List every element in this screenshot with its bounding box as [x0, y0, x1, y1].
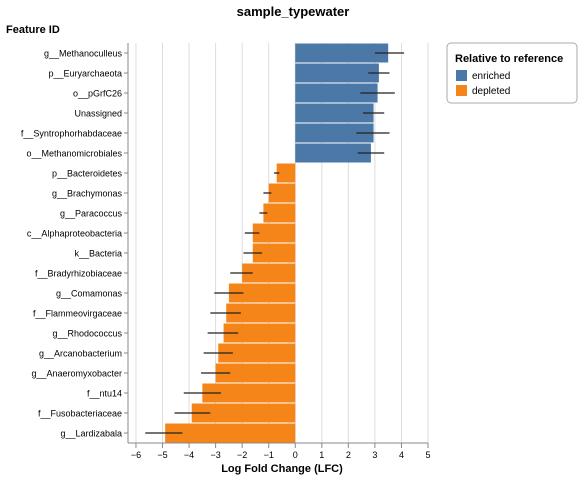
bar	[295, 123, 374, 143]
bar	[295, 63, 379, 83]
x-axis-title: Log Fold Change (LFC)	[221, 463, 343, 475]
x-tick-label: −6	[131, 450, 141, 460]
bar	[226, 303, 296, 323]
category-label: k__Bacteria	[74, 249, 122, 259]
bar	[191, 403, 296, 423]
category-label: p__Euryarchaeota	[48, 69, 122, 79]
legend: Relative to reference enriched depleted	[446, 42, 578, 104]
category-label: o__Methanomicrobiales	[26, 149, 122, 159]
bar	[165, 423, 296, 443]
legend-frame	[446, 42, 578, 104]
legend-title: Relative to reference	[455, 53, 563, 65]
category-label: p__Bacteroidetes	[52, 169, 123, 179]
category-label: g__Anaeromyxobacter	[31, 369, 122, 379]
category-label: g__Brachymonas	[52, 189, 123, 199]
axes: g__Methanoculleus p__Euryarchaeota o__pGrf…	[21, 43, 431, 460]
x-tick-label: 5	[425, 450, 430, 460]
bar	[223, 323, 296, 343]
error-bars	[145, 52, 405, 434]
category-label: o__pGrfC26	[73, 89, 122, 99]
bar	[202, 383, 296, 403]
x-tick-label: 0	[293, 450, 298, 460]
category-label: f__Bradyrhizobiaceae	[35, 269, 122, 279]
x-tick-label: 3	[372, 450, 377, 460]
bar	[215, 363, 296, 383]
category-label: g__Comamonas	[56, 289, 123, 299]
legend-label: depleted	[472, 86, 510, 97]
category-label: f__Flammeovirgaceae	[33, 309, 122, 319]
grid-lines	[135, 43, 429, 443]
x-tick-label: −5	[157, 450, 167, 460]
x-tick-label: −2	[237, 450, 247, 460]
category-label: g__Rhodococcus	[52, 329, 122, 339]
bar	[242, 263, 296, 283]
category-label: g__Methanoculleus	[44, 49, 123, 59]
category-label: g__Arcanobacterium	[39, 349, 122, 359]
category-label: f__Fusobacteriaceae	[38, 409, 122, 419]
chart-title: sample_typewater	[237, 4, 350, 19]
bar	[252, 243, 296, 263]
bar	[228, 283, 296, 303]
category-label: f__Syntrophorhabdaceae	[21, 129, 122, 139]
x-tick-label: 4	[399, 450, 404, 460]
legend-swatch	[456, 70, 467, 81]
x-tick-label: −3	[210, 450, 220, 460]
bar	[218, 343, 296, 363]
category-label: g__Lardizabala	[60, 429, 122, 439]
x-tick-label: −4	[184, 450, 194, 460]
bar	[252, 223, 296, 243]
bar	[295, 83, 378, 103]
bar	[295, 143, 371, 163]
bar	[295, 103, 374, 123]
category-label: g__Paracoccus	[60, 209, 123, 219]
category-label: c__Alphaproteobacteria	[27, 229, 122, 239]
x-tick-label: 1	[319, 450, 324, 460]
category-label: f__ntu14	[87, 389, 122, 399]
legend-label: enriched	[472, 71, 510, 82]
bar	[295, 43, 389, 63]
y-axis-title: Feature ID	[6, 24, 60, 36]
category-label: Unassigned	[74, 109, 122, 119]
bars	[165, 43, 389, 443]
bar	[276, 163, 296, 183]
legend-swatch	[456, 85, 467, 96]
bar	[268, 183, 296, 203]
bar	[263, 203, 296, 223]
x-tick-label: 2	[346, 450, 351, 460]
x-tick-label: −1	[264, 450, 274, 460]
